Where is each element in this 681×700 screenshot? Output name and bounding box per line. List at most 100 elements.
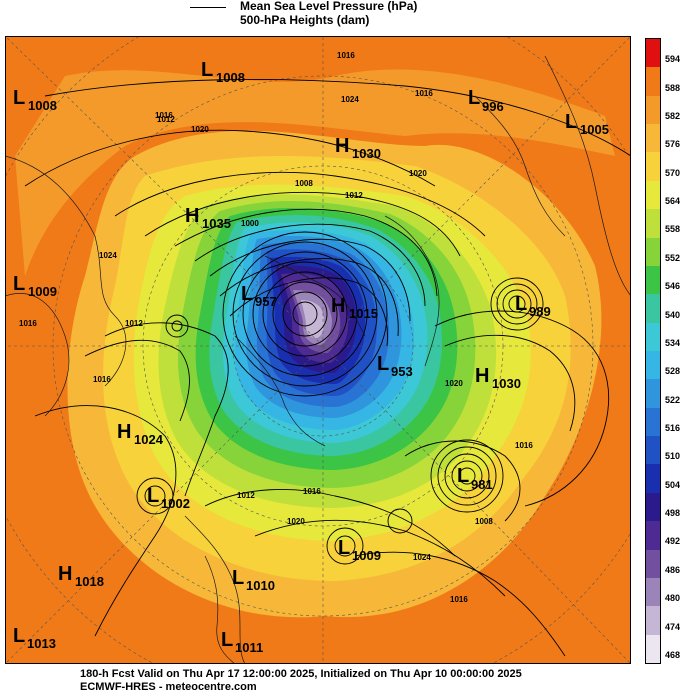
- svg-text:981: 981: [471, 477, 493, 492]
- colorbar-swatch: [646, 39, 660, 68]
- svg-text:L: L: [201, 59, 213, 81]
- pressure-center-high: H 1030: [335, 135, 381, 161]
- colorbar-swatch: [646, 549, 660, 578]
- isobar-label: 1020: [445, 379, 463, 388]
- svg-text:996: 996: [482, 99, 504, 114]
- svg-text:1008: 1008: [28, 98, 57, 113]
- svg-text:1030: 1030: [492, 376, 521, 391]
- isobar-label: 1020: [191, 125, 209, 134]
- colorbar-tick-label: 552: [665, 252, 681, 263]
- svg-text:957: 957: [255, 294, 277, 309]
- isobar-label: 1016: [415, 89, 433, 98]
- isobar-label: 1016: [155, 111, 173, 120]
- svg-text:H: H: [58, 563, 72, 585]
- colorbar-tick-label: 534: [665, 337, 681, 348]
- isobar-label: 1024: [341, 95, 359, 104]
- isobar-label: 1008: [295, 179, 313, 188]
- isobar-label: 1016: [337, 51, 355, 60]
- colorbar-tick-label: 576: [665, 139, 681, 150]
- svg-text:H: H: [475, 365, 489, 387]
- colorbar-swatch: [646, 237, 660, 266]
- isobar-labels: 1016 1024 1012 1016 1020 1020 1016 1024 …: [19, 51, 533, 604]
- model-source-caption: ECMWF-HRES - meteocentre.com: [80, 681, 257, 693]
- svg-text:L: L: [515, 293, 527, 315]
- isobar-label: 1016: [19, 319, 37, 328]
- isobar-label: 1008: [475, 517, 493, 526]
- pressure-center-low: L 957: [241, 283, 277, 309]
- pressure-center-low: L 996: [468, 87, 504, 114]
- colorbar-swatch: [646, 209, 660, 238]
- pressure-center-low: L 1013: [13, 625, 56, 651]
- colorbar-labels: 594 588 582 576 570 564 558 552 546 540 534 528 522 5…: [665, 38, 681, 664]
- svg-text:L: L: [241, 283, 253, 305]
- svg-text:H: H: [117, 421, 131, 443]
- isobar-label: 1016: [303, 487, 321, 496]
- colorbar-swatch: [646, 521, 660, 550]
- colorbar-swatch: [646, 634, 660, 663]
- colorbar-swatch: [646, 124, 660, 153]
- valid-time-caption: 180-h Fcst Valid on Thu Apr 17 12:00:00 …: [80, 668, 522, 680]
- svg-text:1009: 1009: [352, 548, 381, 563]
- pressure-center-low: L 1011: [221, 629, 263, 655]
- svg-text:L: L: [457, 465, 469, 487]
- colorbar-tick-label: 486: [665, 564, 681, 575]
- pressure-center-low: L 981: [457, 465, 493, 492]
- svg-text:1013: 1013: [27, 636, 56, 651]
- colorbar-swatch: [646, 577, 660, 607]
- colorbar-swatch: [646, 95, 660, 125]
- colorbar-tick-label: 510: [665, 451, 681, 462]
- svg-text:L: L: [377, 353, 389, 375]
- colorbar-tick-label: 546: [665, 281, 681, 292]
- isobar-legend-line: [190, 7, 226, 8]
- pressure-center-low: L 1010: [232, 567, 275, 593]
- colorbar-tick-label: 480: [665, 593, 681, 604]
- svg-text:1009: 1009: [28, 284, 57, 299]
- height-colorbar: [645, 38, 661, 664]
- svg-text:1035: 1035: [202, 216, 231, 231]
- colorbar-tick-label: 570: [665, 167, 681, 178]
- isobar-label: 1024: [99, 251, 117, 260]
- colorbar-tick-label: 492: [665, 536, 681, 547]
- colorbar-tick-label: 504: [665, 479, 681, 490]
- svg-text:L: L: [338, 537, 350, 559]
- pressure-center-low: L 1009: [338, 537, 381, 563]
- svg-text:1005: 1005: [580, 122, 609, 137]
- colorbar-swatch: [646, 322, 660, 351]
- svg-text:1015: 1015: [349, 306, 378, 321]
- isobar-label: 1012: [125, 319, 143, 328]
- pressure-center-high: H 1015: [331, 295, 378, 321]
- svg-text:L: L: [13, 273, 25, 295]
- colorbar-tick-label: 474: [665, 621, 681, 632]
- legend-mslp-label: Mean Sea Level Pressure (hPa): [240, 0, 418, 13]
- svg-text:L: L: [13, 87, 25, 109]
- colorbar-tick-label: 588: [665, 82, 681, 93]
- pressure-center-low: L 1009: [13, 273, 57, 299]
- pressure-center-high: H 1018: [58, 563, 104, 589]
- svg-text:L: L: [565, 111, 577, 133]
- colorbar-swatch: [646, 407, 660, 437]
- svg-text:L: L: [468, 87, 480, 109]
- colorbar-swatch: [646, 436, 660, 465]
- colorbar-swatch: [646, 67, 660, 96]
- isobar-label: 1012: [237, 491, 255, 500]
- colorbar-tick-label: 468: [665, 649, 681, 660]
- isobar-label: 1000: [241, 219, 259, 228]
- colorbar-swatch: [646, 294, 660, 323]
- pressure-center-high: H 1024: [117, 421, 164, 447]
- svg-text:H: H: [185, 205, 199, 227]
- colorbar-tick-label: 594: [665, 54, 681, 65]
- svg-text:989: 989: [529, 304, 551, 319]
- svg-text:1011: 1011: [235, 640, 263, 655]
- pressure-center-low: L 1008: [13, 87, 57, 113]
- height-band-474: [301, 300, 324, 338]
- colorbar-swatch: [646, 351, 660, 380]
- coastlines: [5, 55, 631, 664]
- isobar-label: 1016: [450, 595, 468, 604]
- pressure-center-high: H 1035: [185, 205, 231, 231]
- isobar-label: 1012: [345, 191, 363, 200]
- pressure-center-low: L 989: [515, 293, 551, 319]
- weather-map: 1016 1024 1012 1016 1020 1020 1016 1024 …: [5, 36, 631, 664]
- svg-text:L: L: [13, 625, 25, 647]
- svg-text:H: H: [335, 135, 349, 157]
- svg-text:L: L: [221, 629, 233, 651]
